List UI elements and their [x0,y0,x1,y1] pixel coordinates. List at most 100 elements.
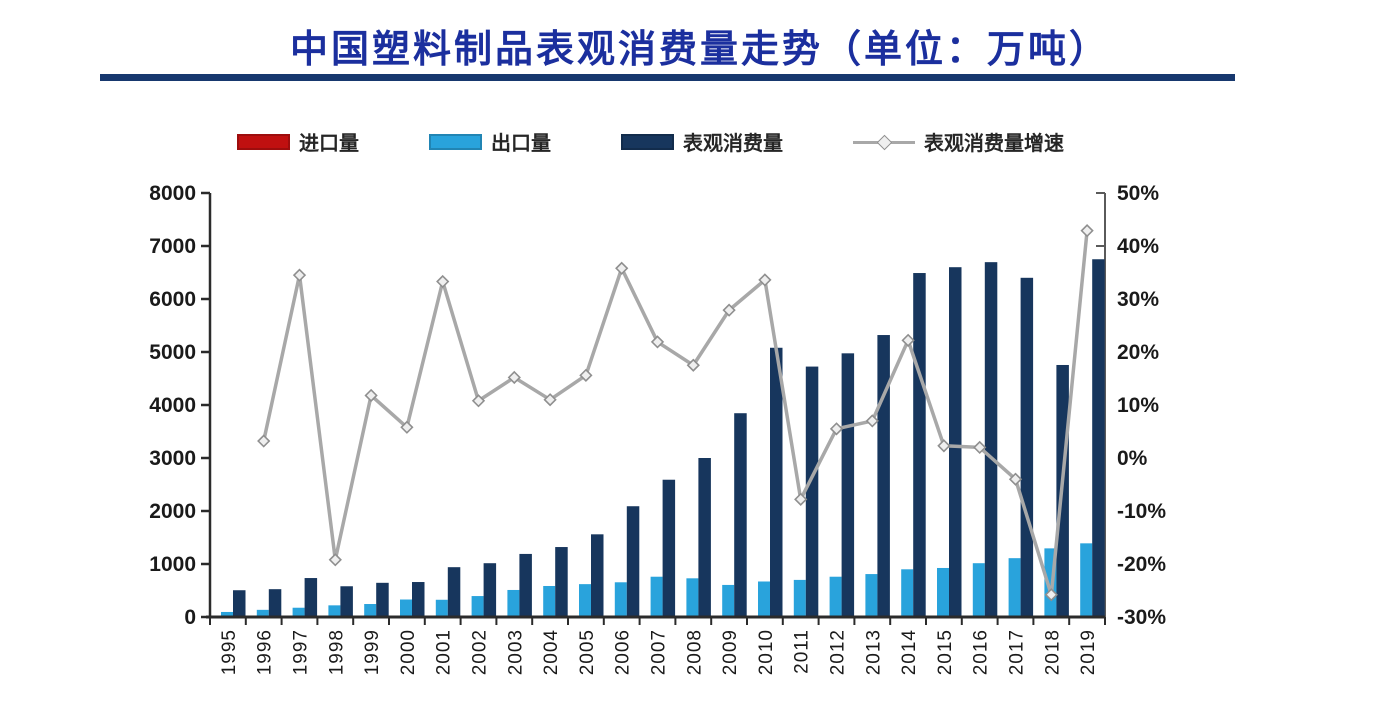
export-bar-1996 [256,609,269,617]
x-axis-year-label: 2010 [756,629,777,675]
growth-marker [364,388,378,403]
legend-label-import: 进口量 [299,133,359,155]
consumption-bar-1996 [268,589,282,617]
growth-marker [758,273,772,287]
x-axis-year-label: 2005 [577,629,598,675]
x-axis-year-label: 2003 [505,629,526,675]
export-bar-2017 [1008,558,1021,617]
y-axis-left-tick-label: 4000 [149,394,196,417]
consumption-combo-chart: 0 1000 2000 3000 4000 5000 6000 7000 8000 50% 40% 3… [149,182,1166,675]
y-axis-right-tick-label: 30% [1117,288,1159,311]
y-axis-left-tick-label: 2000 [149,500,196,523]
consumption-swatch-icon [621,133,674,150]
x-axis-year-label: 2019 [1078,629,1099,675]
y-axis-left-tick-label: 5000 [149,341,196,364]
x-axis-year-label: 2000 [398,629,419,675]
consumption-bar-1997 [304,578,318,617]
growth-marker [579,368,593,382]
consumption-bar-2000 [412,582,425,617]
consumption-bar-2013 [877,335,890,617]
legend-label-export: 出口量 [491,133,551,155]
legend-label-consumption: 表观消费量 [683,133,783,155]
consumption-bar-2011 [805,366,819,617]
x-axis-year-label: 2011 [792,629,813,674]
growth-marker [1008,472,1023,486]
chart-title: 中国塑料制品表观消费量走势（单位：万吨） [289,29,1110,71]
legend-item-consumption: 表观消费量 [621,127,783,156]
export-bar-1997 [292,607,305,617]
import-swatch-icon [237,133,290,150]
export-bar-2009 [722,584,735,617]
x-axis-year-label: 2012 [828,629,849,675]
growth-marker [865,414,879,428]
x-axis-year-label: 2002 [470,629,491,675]
consumption-bar-2002 [483,563,497,617]
growth-marker [722,303,736,317]
growth-marker [292,268,307,282]
y-axis-right-tick-label: -10% [1117,500,1166,523]
export-bar-2001 [435,599,448,617]
growth-marker [829,422,844,436]
y-axis-right-tick-label: -20% [1117,553,1166,576]
growth-marker [471,394,486,408]
export-bar-1999 [364,604,377,617]
consumption-bar-2004 [555,547,568,617]
title-divider [100,74,1235,81]
consumption-bar-2006 [626,506,640,617]
growth-marker [650,335,665,349]
export-bar-2012 [829,576,842,617]
growth-marker [436,274,450,289]
growth-line [261,228,1089,597]
x-axis-year-label: 1998 [326,629,347,675]
y-axis-right-tick-label: 20% [1117,341,1159,364]
growth-marker [543,393,557,407]
export-bar-2006 [614,582,627,617]
x-axis-year-label: 2018 [1042,629,1063,675]
legend-item-export: 出口量 [429,127,551,156]
legend: 进口量 出口量 表观消费量 表观消费量增速 [237,127,1064,156]
consumption-bar-2008 [698,458,711,617]
x-axis-year-label: 2017 [1007,629,1028,675]
x-axis-year-label: 2016 [971,629,992,675]
legend-item-growth: 表观消费量增速 [853,127,1064,156]
y-axis-left-tick-label: 6000 [149,288,196,311]
y-axis-right-tick-label: 50% [1117,182,1159,205]
growth-line-swatch-icon [853,134,915,151]
export-bar-1995 [221,611,233,617]
x-axis-year-label: 2013 [863,629,884,675]
x-axis-year-label: 1997 [291,629,312,675]
growth-marker [1080,223,1094,238]
x-axis-year-label: 2007 [649,629,670,675]
growth-marker [615,261,629,275]
y-axis-right-tick-label: -30% [1117,606,1166,629]
consumption-bar-2007 [662,479,676,617]
x-axis-year-label: 2001 [434,629,455,675]
consumption-bar-2017 [1020,277,1034,617]
consumption-bar-2010 [770,347,783,617]
consumption-bar-1998 [340,586,353,617]
export-bar-2013 [865,574,878,617]
export-bar-2005 [579,584,591,617]
growth-marker [973,440,987,455]
export-bar-2016 [972,563,985,617]
consumption-bar-2003 [519,553,532,617]
growth-marker [400,420,414,434]
consumption-bar-2001 [447,567,461,617]
export-bar-2015 [937,567,949,617]
export-bar-1998 [328,605,341,617]
growth-marker [1044,588,1058,602]
growth-marker [794,492,808,506]
growth-marker [901,333,915,347]
x-axis-year-label: 2014 [899,629,920,675]
consumption-bar-1999 [376,582,389,617]
x-axis-year-label: 1996 [255,629,276,675]
consumption-bar-1995 [233,590,246,617]
y-axis-right-tick-label: 40% [1117,235,1159,258]
y-axis-right-tick-label: 10% [1117,394,1159,417]
export-bar-2002 [471,596,484,617]
x-axis-year-label: 2009 [720,629,741,675]
export-bar-2008 [686,578,699,617]
consumption-bar-2019 [1092,259,1105,617]
x-axis-year-label: 2006 [613,629,634,675]
